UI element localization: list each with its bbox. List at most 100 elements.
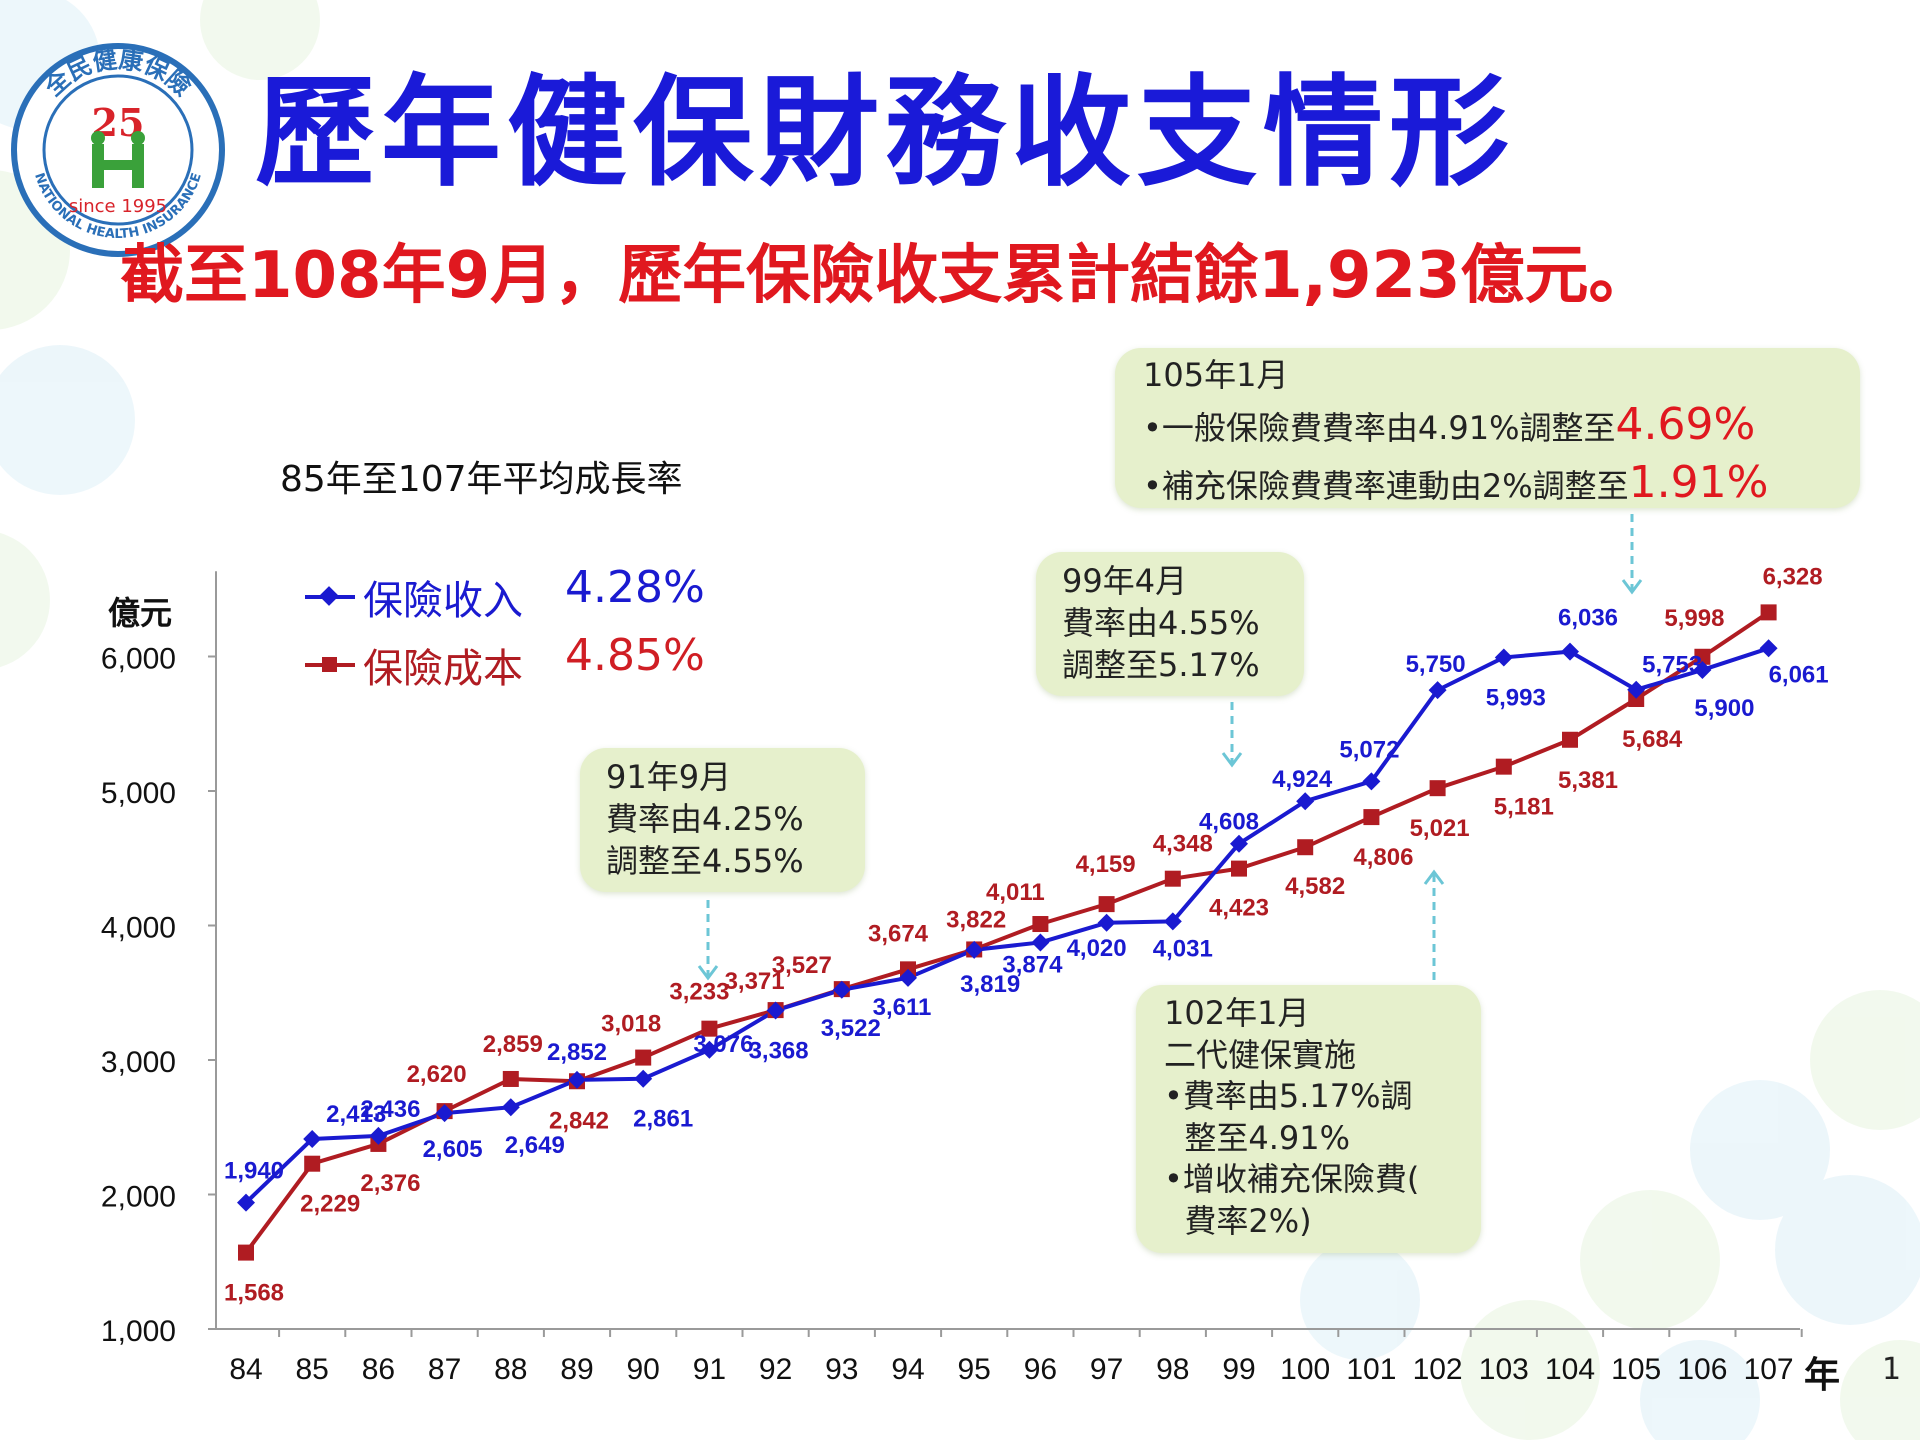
x-tick-label: 95 [958, 1353, 991, 1386]
annotation-91-line: 調整至4.55% [606, 842, 804, 881]
arrow-105-head [1621, 579, 1643, 595]
annotation-99-line: 調整至5.17% [1062, 646, 1260, 685]
cost-data-label: 3,233 [669, 979, 729, 1006]
income-data-label: 3,611 [873, 994, 932, 1021]
annotation-99-line: 99年4月 [1062, 562, 1188, 600]
income-data-label: 3,522 [821, 1015, 881, 1042]
chart-legend: 保險收入 4.28% 保險成本 4.85% [305, 562, 725, 698]
annotation-102-line: 二代健保實施 [1164, 1035, 1357, 1074]
income-point [435, 1104, 454, 1123]
arrow-99-head [1221, 752, 1243, 768]
income-data-label: 6,036 [1558, 605, 1618, 632]
income-point [965, 940, 984, 959]
income-point [369, 1126, 388, 1145]
income-point [1759, 639, 1778, 658]
arrow-102-head [1423, 869, 1445, 885]
income-data-label: 2,413 [326, 1101, 386, 1128]
x-tick-label: 84 [229, 1353, 262, 1386]
income-point [1362, 772, 1381, 791]
cost-point [1164, 870, 1181, 887]
cost-data-label: 4,348 [1153, 831, 1213, 858]
cost-point [1760, 604, 1777, 621]
legend-rate-cost: 4.85% [565, 630, 705, 681]
cost-data-label: 5,684 [1622, 726, 1683, 753]
page-title: 歷年健保財務收支情形 [255, 64, 1515, 203]
income-point [1494, 648, 1513, 667]
x-tick-label: 106 [1677, 1353, 1727, 1386]
income-point [303, 1129, 322, 1148]
cost-point [1098, 896, 1115, 913]
income-point [1097, 913, 1116, 932]
annotation-105-line1: •一般保險費費率由4.91%調整至 [1143, 409, 1616, 448]
annotation-99-line: 費率由4.55% [1062, 604, 1260, 643]
cost-point [635, 1049, 652, 1066]
cost-data-label: 3,674 [868, 920, 929, 947]
income-point [1296, 792, 1315, 811]
income-data-label: 3,076 [693, 1031, 753, 1058]
y-tick-label: 6,000 [101, 643, 176, 676]
annotation-102: 102年1月 二代健保實施 •費率由5.17%調 整至4.91% •增收補充保險… [1136, 985, 1481, 1253]
cost-point [701, 1020, 718, 1037]
x-tick-label: 97 [1090, 1353, 1123, 1386]
x-tick-label: 98 [1156, 1353, 1189, 1386]
income-data-label: 2,605 [423, 1136, 483, 1163]
cost-data-label: 4,159 [1076, 851, 1136, 878]
income-point [634, 1069, 653, 1088]
income-data-label: 2,649 [505, 1132, 565, 1159]
cost-data-label: 4,011 [986, 879, 1045, 906]
cost-data-label: 2,620 [407, 1061, 467, 1088]
legend-rate-income: 4.28% [565, 562, 705, 613]
cost-data-label: 3,371 [725, 968, 785, 995]
annotation-91-line: 費率由4.25% [606, 800, 804, 839]
cost-data-label: 2,229 [300, 1191, 360, 1218]
income-series-line [244, 646, 1770, 1205]
x-tick-label: 105 [1611, 1353, 1661, 1386]
x-tick-label: 86 [362, 1353, 395, 1386]
annotation-105-value1: 4.69% [1615, 399, 1756, 451]
page-subtitle: 截至108年9月，歷年保險收支累計結餘1,923億元。 [120, 239, 1653, 313]
y-axis-unit: 億元 [108, 594, 173, 632]
income-point [1031, 933, 1050, 952]
cost-point [1297, 839, 1314, 856]
annotation-105-head: 105年1月 [1143, 356, 1289, 394]
y-tick-label: 5,000 [101, 777, 176, 810]
cost-data-label: 2,859 [483, 1031, 543, 1058]
cost-data-label: 3,018 [601, 1011, 661, 1038]
x-tick-label: 99 [1222, 1353, 1255, 1386]
cost-point [1231, 860, 1247, 877]
x-tick-label: 101 [1346, 1353, 1396, 1386]
legend-label-cost: 保險成本 [363, 646, 523, 692]
cost-point [304, 1155, 321, 1172]
annotation-105-value2: 1.91% [1628, 457, 1769, 509]
income-point [1163, 912, 1182, 931]
cost-data-label: 1,568 [224, 1280, 284, 1307]
income-point [501, 1098, 520, 1117]
income-data-label: 5,900 [1694, 695, 1754, 722]
income-data-label: 5,072 [1339, 736, 1399, 763]
income-point [237, 1193, 255, 1212]
cost-point [1495, 758, 1512, 775]
cost-data-label: 2,376 [360, 1170, 420, 1197]
cost-data-label: 4,582 [1285, 873, 1345, 900]
x-tick-label: 88 [494, 1353, 527, 1386]
annotation-102-line: 整至4.91% [1164, 1118, 1351, 1157]
arrow-91-head [697, 965, 719, 981]
cost-point [1694, 648, 1711, 665]
cost-data-label: 5,181 [1494, 794, 1554, 821]
income-data-label: 4,031 [1153, 935, 1213, 962]
annotation-102-line: 102年1月 [1164, 994, 1310, 1032]
income-point [1230, 834, 1248, 853]
income-data-label: 4,020 [1067, 935, 1127, 962]
cost-point [1562, 731, 1578, 748]
income-data-label: 5,993 [1486, 684, 1546, 711]
x-tick-label: 102 [1413, 1353, 1463, 1386]
legend-item-cost: 保險成本 4.85% [305, 630, 725, 698]
cost-point [1363, 809, 1380, 826]
cost-point [502, 1070, 519, 1087]
income-data-label: 5,750 [1406, 651, 1466, 678]
income-point [1627, 680, 1646, 699]
x-tick-label: 89 [560, 1353, 593, 1386]
square-marker-icon [322, 657, 337, 672]
annotation-91: 91年9月 費率由4.25% 調整至4.55% [580, 748, 865, 892]
x-tick-label: 92 [759, 1353, 792, 1386]
